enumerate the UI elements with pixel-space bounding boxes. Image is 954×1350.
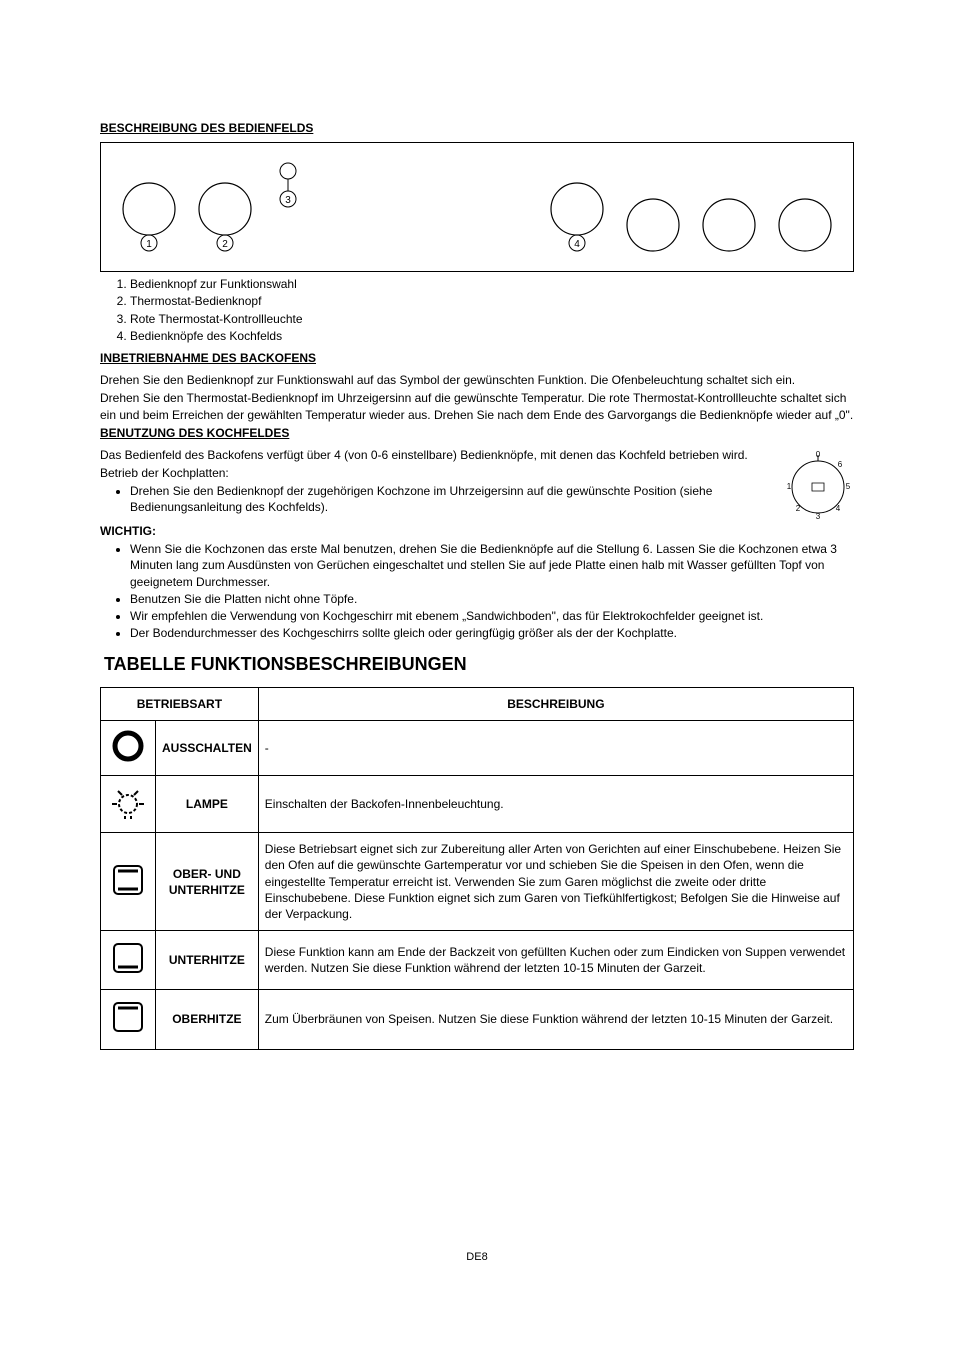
indicator-icon: 3 <box>273 161 303 253</box>
table-row: UNTERHITZE Diese Funktion kann am Ende d… <box>101 931 854 990</box>
callout-1-label: 1 <box>146 239 152 250</box>
th-mode: BETRIEBSART <box>101 687 259 720</box>
table-row: OBERHITZE Zum Überbräunen von Speisen. N… <box>101 990 854 1049</box>
mode-desc: Diese Betriebsart eignet sich zur Zubere… <box>258 833 853 931</box>
svg-text:2: 2 <box>796 504 801 513</box>
knob-1: 1 <box>121 181 177 253</box>
hob-bullet-list: Drehen Sie den Bedienknopf der zugehörig… <box>130 483 772 515</box>
important-bullet: Wenn Sie die Kochzonen das erste Mal ben… <box>130 541 854 590</box>
mode-label: LAMPE <box>156 776 259 833</box>
important-bullet: Wir empfehlen die Verwendung von Kochges… <box>130 608 854 624</box>
dial-icon: 0 6 5 4 3 2 1 <box>782 447 854 519</box>
knob-circle-icon <box>777 197 833 253</box>
startup-para: Drehen Sie den Bedienknopf zur Funktions… <box>100 372 854 388</box>
important-bullet: Der Bodendurchmesser des Kochgeschirrs s… <box>130 625 854 641</box>
startup-para: Drehen Sie den Thermostat-Bedienknopf im… <box>100 390 854 422</box>
hob-section-row: Das Bedienfeld des Backofens verfügt übe… <box>100 447 854 523</box>
mode-label: AUSSCHALTEN <box>156 720 259 775</box>
hob-text-col: Das Bedienfeld des Backofens verfügt übe… <box>100 447 772 517</box>
callout-3-label: 3 <box>285 195 291 206</box>
svg-text:1: 1 <box>787 482 792 491</box>
mode-lamp-icon <box>101 776 156 833</box>
mode-label: OBERHITZE <box>156 990 259 1049</box>
heading-important: WICHTIG: <box>100 523 854 539</box>
right-knob-group: 4 <box>549 181 833 253</box>
legend-item: Bedienknöpfe des Kochfelds <box>130 328 854 344</box>
panel-legend-list: Bedienknopf zur Funktionswahl Thermostat… <box>130 276 854 344</box>
control-panel-diagram: 1 2 3 4 <box>100 142 854 272</box>
mode-desc: Einschalten der Backofen-Innenbeleuchtun… <box>258 776 853 833</box>
th-desc: BESCHREIBUNG <box>258 687 853 720</box>
mode-topbottom-icon <box>101 833 156 931</box>
important-list: Wenn Sie die Kochzonen das erste Mal ben… <box>130 541 854 641</box>
knob-4c <box>701 197 757 253</box>
heading-startup: INBETRIEBNAHME DES BACKOFENS <box>100 350 854 366</box>
callout-2-label: 2 <box>222 239 228 250</box>
hob-dial-diagram: 0 6 5 4 3 2 1 <box>782 447 854 523</box>
table-row: AUSSCHALTEN - <box>101 720 854 775</box>
mode-desc: - <box>258 720 853 775</box>
mode-desc: Zum Überbräunen von Speisen. Nutzen Sie … <box>258 990 853 1049</box>
indicator-3: 3 <box>273 161 303 253</box>
mode-label: OBER- UND UNTERHITZE <box>156 833 259 931</box>
heading-panel-desc: BESCHREIBUNG DES BEDIENFELDS <box>100 120 854 136</box>
knob-circle-icon <box>701 197 757 253</box>
legend-item: Thermostat-Bedienknopf <box>130 293 854 309</box>
left-knob-group: 1 2 3 <box>121 161 303 253</box>
legend-item: Rote Thermostat-Kontrollleuchte <box>130 311 854 327</box>
page-footer: DE8 <box>100 1250 854 1265</box>
mode-off-icon <box>101 720 156 775</box>
svg-text:5: 5 <box>846 482 851 491</box>
svg-text:3: 3 <box>816 512 821 519</box>
knob-circle-icon: 4 <box>549 181 605 253</box>
knob-4a: 4 <box>549 181 605 253</box>
table-row: LAMPE Einschalten der Backofen-Innenbele… <box>101 776 854 833</box>
mode-desc: Diese Funktion kann am Ende der Backzeit… <box>258 931 853 990</box>
knob-2: 2 <box>197 181 253 253</box>
knob-4b <box>625 197 681 253</box>
knob-circle-icon: 2 <box>197 181 253 253</box>
knob-circle-icon: 1 <box>121 181 177 253</box>
mode-label: UNTERHITZE <box>156 931 259 990</box>
svg-text:4: 4 <box>836 504 841 513</box>
hob-para: Das Bedienfeld des Backofens verfügt übe… <box>100 447 772 463</box>
mode-bottom-icon <box>101 931 156 990</box>
hob-para: Betrieb der Kochplatten: <box>100 465 772 481</box>
svg-text:6: 6 <box>838 460 843 469</box>
heading-func-table: TABELLE FUNKTIONSBESCHREIBUNGEN <box>100 652 471 676</box>
knob-4d <box>777 197 833 253</box>
heading-hob: BENUTZUNG DES KOCHFELDES <box>100 425 854 441</box>
legend-item: Bedienknopf zur Funktionswahl <box>130 276 854 292</box>
hob-bullet: Drehen Sie den Bedienknopf der zugehörig… <box>130 483 772 515</box>
function-table: BETRIEBSART BESCHREIBUNG AUSSCHALTEN - <box>100 687 854 1050</box>
callout-4-label: 4 <box>574 239 580 250</box>
table-row: OBER- UND UNTERHITZE Diese Betriebsart e… <box>101 833 854 931</box>
important-bullet: Benutzen Sie die Platten nicht ohne Töpf… <box>130 591 854 607</box>
knob-circle-icon <box>625 197 681 253</box>
mode-top-icon <box>101 990 156 1049</box>
